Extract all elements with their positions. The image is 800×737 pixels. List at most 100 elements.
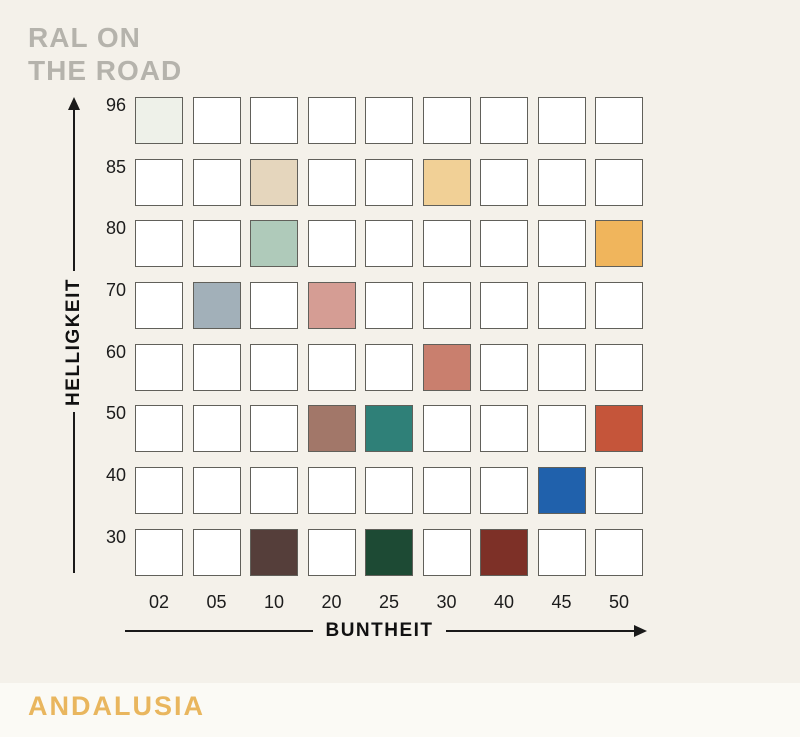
grid-cell xyxy=(422,528,471,576)
grid-cell xyxy=(537,282,586,330)
x-tick-label: 30 xyxy=(436,592,457,612)
grid-cell xyxy=(595,97,643,144)
x-tick-label: 50 xyxy=(608,592,630,612)
grid-cell xyxy=(537,158,586,206)
grid-cell xyxy=(537,405,586,453)
grid-cell xyxy=(250,97,298,144)
grid-cell xyxy=(595,405,643,453)
y-tick-label: 85 xyxy=(105,156,126,177)
grid-cell xyxy=(250,343,298,391)
y-tick-label: 80 xyxy=(105,218,126,239)
y-axis: HELLIGKEIT xyxy=(63,97,84,574)
grid-cell xyxy=(365,405,413,453)
grid-cell xyxy=(595,528,643,576)
grid-cell xyxy=(135,467,183,515)
grid-cell xyxy=(307,282,356,330)
grid-cell xyxy=(135,405,183,453)
grid-cell xyxy=(365,282,413,330)
grid-cell xyxy=(135,220,183,268)
grid-cell xyxy=(135,158,183,206)
color-grid xyxy=(135,97,643,576)
y-tick-labels: 96 85 80 70 60 50 40 30 xyxy=(88,95,126,574)
y-tick-label: 60 xyxy=(105,341,126,362)
grid-cell xyxy=(365,158,413,206)
x-axis-line-right xyxy=(445,630,634,632)
grid-cell xyxy=(537,220,586,268)
grid-cell xyxy=(135,282,183,330)
grid-cell xyxy=(537,343,586,391)
grid-cell xyxy=(595,282,643,330)
grid-cell xyxy=(192,220,241,268)
grid-cell xyxy=(307,467,356,515)
grid-cell xyxy=(365,467,413,515)
grid-cell xyxy=(365,97,413,144)
grid-cell xyxy=(307,158,356,206)
grid-cell xyxy=(250,405,298,453)
x-axis-arrow-right-icon xyxy=(634,625,647,637)
y-axis-label: HELLIGKEIT xyxy=(63,277,84,406)
grid-cell xyxy=(422,97,471,144)
grid-cell xyxy=(365,528,413,576)
grid-cell xyxy=(135,528,183,576)
grid-cell xyxy=(192,343,241,391)
grid-cell xyxy=(307,97,356,144)
y-axis-line-bottom xyxy=(73,412,75,574)
grid-cell xyxy=(595,343,643,391)
grid-cell xyxy=(307,220,356,268)
footer: ANDALUSIA xyxy=(0,683,800,737)
x-axis-label: BUNTHEIT xyxy=(325,620,434,641)
grid-cell xyxy=(365,343,413,391)
grid-cell xyxy=(422,467,471,515)
grid-cell xyxy=(422,158,471,206)
grid-cell xyxy=(307,405,356,453)
grid-cell xyxy=(250,158,298,206)
grid-cell xyxy=(480,528,528,576)
y-tick-label: 96 xyxy=(105,95,126,115)
grid-cell xyxy=(480,220,528,268)
y-tick-label: 40 xyxy=(105,465,126,486)
grid-cell xyxy=(307,343,356,391)
grid-cell xyxy=(365,220,413,268)
grid-cell xyxy=(422,220,471,268)
grid-cell xyxy=(192,282,241,330)
y-tick-label: 70 xyxy=(105,280,126,301)
x-tick-label: 02 xyxy=(148,592,170,612)
x-tick-labels: 02 05 10 20 25 30 40 45 50 xyxy=(135,592,643,613)
grid-cell xyxy=(480,158,528,206)
grid-cell xyxy=(422,282,471,330)
x-tick-label: 05 xyxy=(206,592,227,612)
grid-cell xyxy=(192,97,241,144)
x-axis-line-left xyxy=(125,630,314,632)
grid-cell xyxy=(192,467,241,515)
x-tick-label: 25 xyxy=(378,592,400,612)
grid-cell xyxy=(307,528,356,576)
y-tick-label: 30 xyxy=(105,526,126,547)
grid-cell xyxy=(480,467,528,515)
y-axis-line-top xyxy=(73,110,75,271)
grid-cell xyxy=(192,528,241,576)
x-tick-label: 45 xyxy=(551,592,572,612)
grid-cell xyxy=(422,343,471,391)
grid-cell xyxy=(480,405,528,453)
grid-cell xyxy=(192,158,241,206)
x-tick-label: 40 xyxy=(493,592,515,612)
x-axis: BUNTHEIT xyxy=(125,620,647,641)
y-tick-label: 50 xyxy=(105,403,126,424)
grid-cell xyxy=(595,220,643,268)
grid-cell xyxy=(250,528,298,576)
grid-cell xyxy=(135,343,183,391)
grid-cell xyxy=(537,528,586,576)
grid-cell xyxy=(537,97,586,144)
grid-cell xyxy=(537,467,586,515)
grid-cell xyxy=(480,343,528,391)
grid-cell xyxy=(250,467,298,515)
grid-cell xyxy=(192,405,241,453)
grid-cell xyxy=(480,97,528,144)
x-tick-label: 20 xyxy=(321,592,342,612)
grid-cell xyxy=(250,220,298,268)
palette-name: ANDALUSIA xyxy=(28,691,205,721)
grid-cell xyxy=(422,405,471,453)
grid-cell xyxy=(480,282,528,330)
page-title: RAL ON THE ROAD xyxy=(28,22,183,86)
